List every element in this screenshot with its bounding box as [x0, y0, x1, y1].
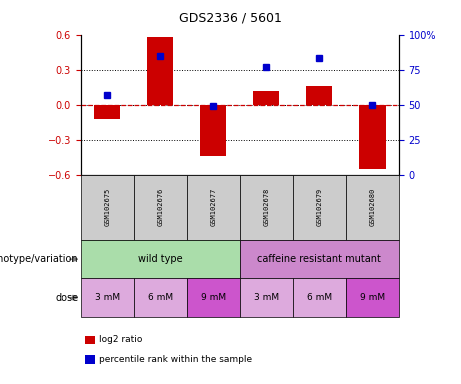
- Text: 3 mM: 3 mM: [95, 293, 120, 302]
- Text: GSM102678: GSM102678: [263, 188, 269, 227]
- Text: 6 mM: 6 mM: [307, 293, 332, 302]
- Bar: [253, 91, 279, 104]
- Text: log2 ratio: log2 ratio: [99, 335, 142, 344]
- Text: 6 mM: 6 mM: [148, 293, 173, 302]
- Text: GDS2336 / 5601: GDS2336 / 5601: [179, 12, 282, 25]
- Text: 9 mM: 9 mM: [360, 293, 385, 302]
- Bar: [359, 104, 385, 169]
- Text: wild type: wild type: [138, 254, 183, 264]
- Text: 3 mM: 3 mM: [254, 293, 279, 302]
- Text: percentile rank within the sample: percentile rank within the sample: [99, 354, 252, 364]
- Bar: [306, 86, 332, 104]
- Bar: [147, 37, 173, 104]
- Text: genotype/variation: genotype/variation: [0, 254, 78, 264]
- Text: GSM102676: GSM102676: [157, 188, 163, 227]
- Text: GSM102677: GSM102677: [210, 188, 216, 227]
- Bar: [94, 104, 120, 119]
- Text: GSM102679: GSM102679: [316, 188, 322, 227]
- Text: caffeine resistant mutant: caffeine resistant mutant: [257, 254, 381, 264]
- Bar: [200, 104, 226, 156]
- Text: 9 mM: 9 mM: [201, 293, 226, 302]
- Text: dose: dose: [55, 293, 78, 303]
- Text: GSM102675: GSM102675: [104, 188, 110, 227]
- Text: GSM102680: GSM102680: [369, 188, 375, 227]
